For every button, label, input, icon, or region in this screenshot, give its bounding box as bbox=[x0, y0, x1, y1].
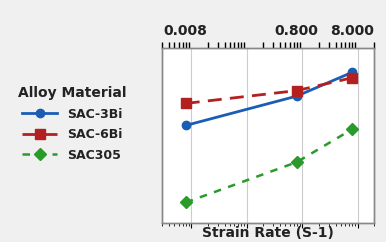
SAC-6Bi bbox=[295, 89, 299, 92]
SAC-6Bi bbox=[183, 102, 188, 105]
Line: SAC-3Bi: SAC-3Bi bbox=[181, 68, 357, 130]
Line: SAC305: SAC305 bbox=[181, 125, 357, 207]
SAC-3Bi bbox=[183, 124, 188, 127]
SAC305 bbox=[350, 128, 355, 130]
Text: Strain Rate (S-1): Strain Rate (S-1) bbox=[202, 226, 334, 240]
Line: SAC-6Bi: SAC-6Bi bbox=[181, 73, 357, 108]
SAC305 bbox=[183, 201, 188, 204]
SAC305 bbox=[295, 161, 299, 164]
SAC-3Bi bbox=[350, 71, 355, 74]
SAC-3Bi bbox=[295, 95, 299, 98]
Legend: SAC-3Bi, SAC-6Bi, SAC305: SAC-3Bi, SAC-6Bi, SAC305 bbox=[14, 83, 130, 166]
SAC-6Bi bbox=[350, 76, 355, 79]
